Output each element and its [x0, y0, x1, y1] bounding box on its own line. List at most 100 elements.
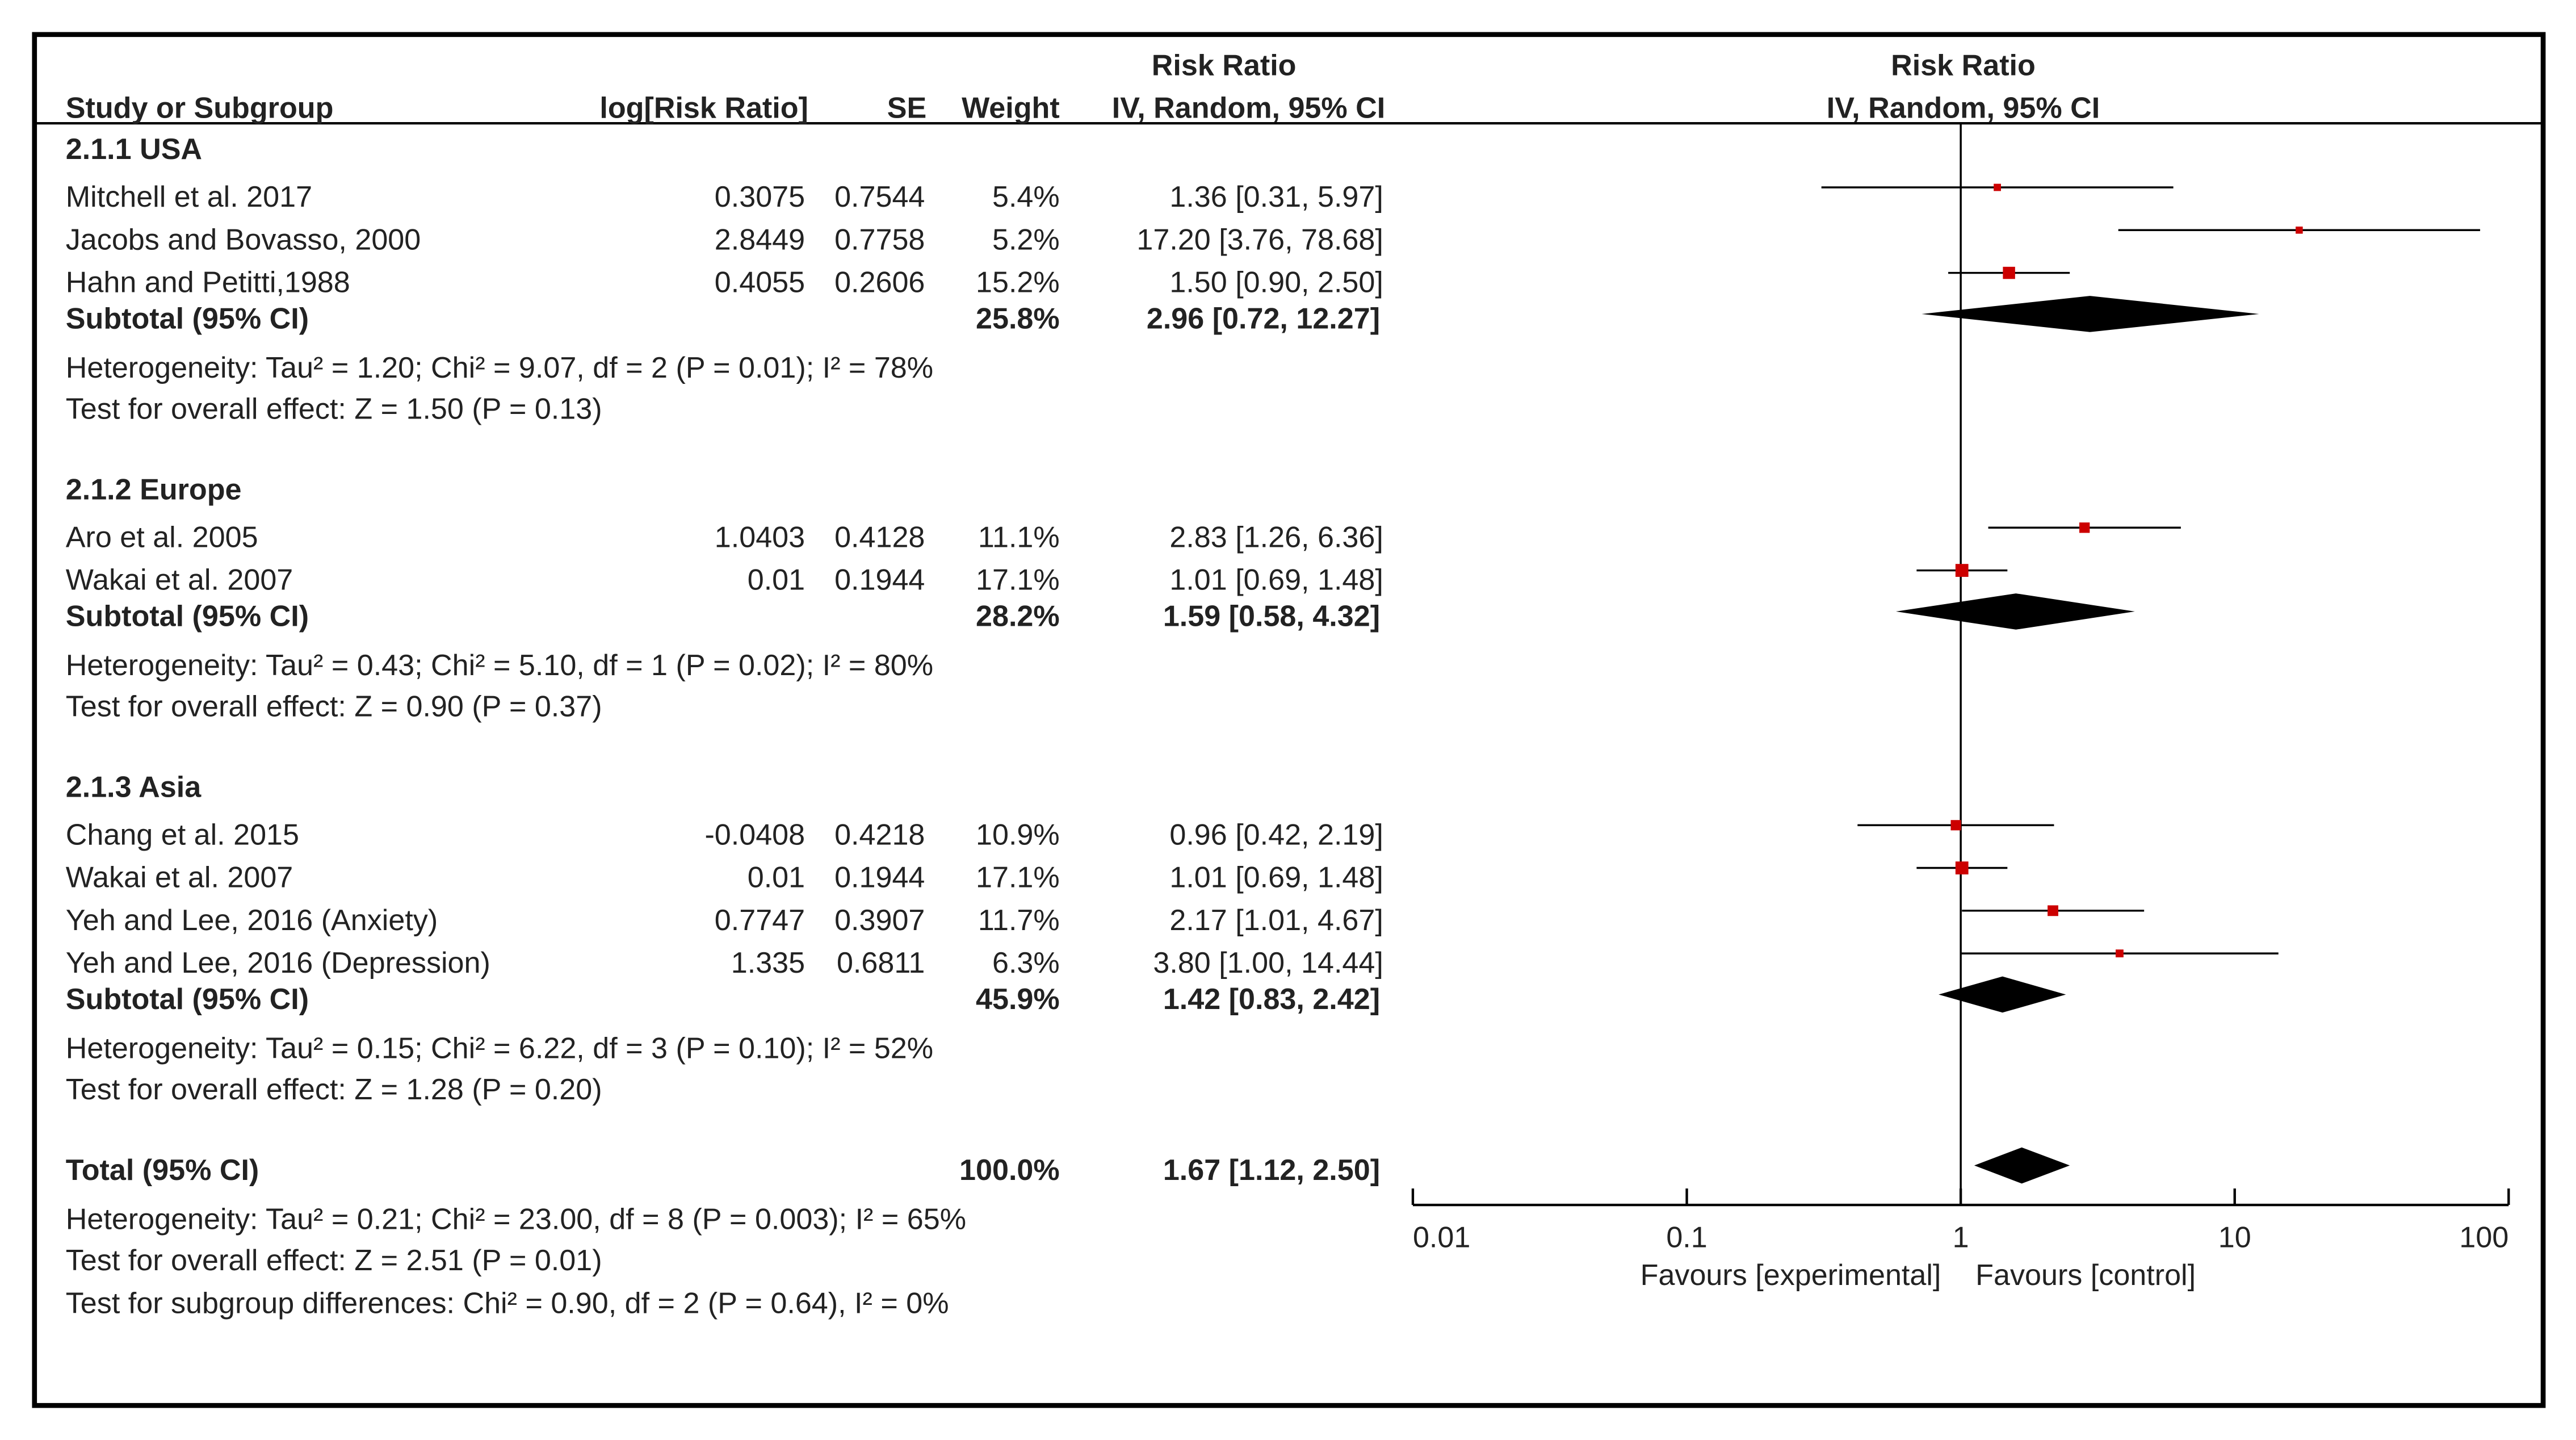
study-name: Yeh and Lee, 2016 (Depression) [66, 947, 490, 979]
study-ci: 2.17 [1.01, 4.67] [1169, 904, 1383, 937]
study-weight: 11.7% [978, 904, 1060, 937]
study-ci: 1.01 [0.69, 1.48] [1169, 564, 1383, 597]
study-weight: 10.9% [976, 818, 1060, 851]
column-header: SE [887, 92, 926, 125]
study-log-rr: 0.01 [748, 564, 805, 597]
group-name: 2.1.1 USA [66, 133, 202, 166]
study-marker [1955, 861, 1969, 874]
x-label-right: Favours [control] [1975, 1259, 2196, 1292]
study-se: 0.1944 [834, 861, 925, 894]
study-name: Yeh and Lee, 2016 (Anxiety) [66, 904, 438, 937]
heterogeneity: Heterogeneity: Tau² = 1.20; Chi² = 9.07,… [66, 351, 933, 384]
summary-ci: 1.59 [0.58, 4.32] [1163, 600, 1380, 633]
study-ci: 1.36 [0.31, 5.97] [1169, 181, 1383, 214]
study-weight: 6.3% [992, 947, 1060, 979]
summary-name: Subtotal (95% CI) [66, 302, 309, 335]
study-weight: 5.2% [992, 223, 1060, 256]
study-marker [2079, 522, 2090, 533]
study-marker [2003, 266, 2015, 279]
study-marker [2296, 227, 2303, 234]
study-weight: 15.2% [976, 266, 1060, 299]
study-se: 0.3907 [834, 904, 925, 937]
study-log-rr: 1.335 [731, 947, 805, 979]
study-ci: 2.83 [1.26, 6.36] [1169, 521, 1383, 554]
study-log-rr: 0.4055 [715, 266, 805, 299]
column-header: IV, Random, 95% CI [1112, 92, 1385, 125]
study-name: Mitchell et al. 2017 [66, 181, 312, 214]
study-se: 0.2606 [834, 266, 925, 299]
study-marker [2048, 905, 2058, 916]
subgroup-test: Test for subgroup differences: Chi² = 0.… [66, 1287, 949, 1320]
study-log-rr: 0.3075 [715, 181, 805, 214]
summary-name: Subtotal (95% CI) [66, 983, 309, 1016]
study-ci: 17.20 [3.76, 78.68] [1136, 223, 1383, 256]
summary-ci: 2.96 [0.72, 12.27] [1147, 302, 1380, 335]
plot-header: IV, Random, 95% CI [1827, 92, 2100, 125]
study-name: Jacobs and Bovasso, 2000 [66, 223, 421, 256]
study-se: 0.7758 [834, 223, 925, 256]
summary-diamond [1895, 593, 2135, 630]
plot-header: Risk Ratio [1891, 49, 2036, 82]
study-se: 0.4218 [834, 818, 925, 851]
study-weight: 5.4% [992, 181, 1060, 214]
summary-weight: 45.9% [976, 983, 1060, 1016]
study-ci: 3.80 [1.00, 14.44] [1153, 947, 1383, 979]
summary-weight: 100.0% [959, 1154, 1060, 1187]
summary-diamond [1939, 976, 2066, 1013]
summary-name: Total (95% CI) [66, 1154, 259, 1187]
column-header: log[Risk Ratio] [599, 92, 808, 125]
summary-ci: 1.67 [1.12, 2.50] [1163, 1154, 1380, 1187]
study-log-rr: 0.01 [748, 861, 805, 894]
heterogeneity: Heterogeneity: Tau² = 0.43; Chi² = 5.10,… [66, 649, 933, 682]
study-name: Hahn and Petitti,1988 [66, 266, 350, 299]
study-se: 0.4128 [834, 521, 925, 554]
overall-effect: Test for overall effect: Z = 0.90 (P = 0… [66, 690, 602, 723]
study-marker [2116, 949, 2124, 957]
x-tick-label: 0.1 [1666, 1221, 1707, 1254]
study-log-rr: -0.0408 [704, 818, 805, 851]
study-se: 0.1944 [834, 564, 925, 597]
study-marker [1955, 564, 1969, 577]
frame [32, 32, 2546, 1408]
heterogeneity: Heterogeneity: Tau² = 0.21; Chi² = 23.00… [66, 1203, 966, 1236]
x-label-left: Favours [experimental] [1641, 1259, 1941, 1292]
study-marker [1950, 820, 1961, 831]
study-name: Aro et al. 2005 [66, 521, 258, 554]
group-name: 2.1.3 Asia [66, 771, 202, 803]
summary-weight: 25.8% [976, 302, 1060, 335]
x-tick-label: 10 [2218, 1221, 2251, 1254]
study-name: Wakai et al. 2007 [66, 861, 293, 894]
overall-effect: Test for overall effect: Z = 1.50 (P = 0… [66, 393, 602, 426]
x-tick-label: 1 [1953, 1221, 1969, 1254]
summary-weight: 28.2% [976, 600, 1060, 633]
heterogeneity: Heterogeneity: Tau² = 0.15; Chi² = 6.22,… [66, 1032, 933, 1065]
summary-diamond [1974, 1147, 2070, 1184]
study-ci: 1.01 [0.69, 1.48] [1169, 861, 1383, 894]
study-weight: 17.1% [976, 564, 1060, 597]
study-se: 0.7544 [834, 181, 925, 214]
study-weight: 17.1% [976, 861, 1060, 894]
summary-diamond [1921, 296, 2259, 332]
x-tick-label: 100 [2459, 1221, 2508, 1254]
study-log-rr: 0.7747 [715, 904, 805, 937]
study-ci: 0.96 [0.42, 2.19] [1169, 818, 1383, 851]
summary-ci: 1.42 [0.83, 2.42] [1163, 983, 1380, 1016]
study-marker [1994, 183, 2001, 191]
study-log-rr: 1.0403 [715, 521, 805, 554]
study-log-rr: 2.8449 [715, 223, 805, 256]
column-header: Study or Subgroup [66, 92, 334, 125]
group-name: 2.1.2 Europe [66, 473, 242, 506]
overall-effect: Test for overall effect: Z = 2.51 (P = 0… [66, 1244, 602, 1277]
overall-effect: Test for overall effect: Z = 1.28 (P = 0… [66, 1073, 602, 1106]
column-header: Weight [962, 92, 1060, 125]
study-se: 0.6811 [837, 947, 925, 979]
study-name: Chang et al. 2015 [66, 818, 299, 851]
study-name: Wakai et al. 2007 [66, 564, 293, 597]
summary-name: Subtotal (95% CI) [66, 600, 309, 633]
study-ci: 1.50 [0.90, 2.50] [1169, 266, 1383, 299]
column-group: Risk Ratio [1152, 49, 1297, 82]
study-weight: 11.1% [978, 521, 1060, 554]
x-tick-label: 0.01 [1413, 1221, 1470, 1254]
